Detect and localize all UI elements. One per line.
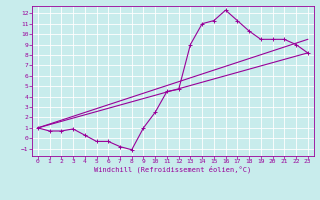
X-axis label: Windchill (Refroidissement éolien,°C): Windchill (Refroidissement éolien,°C) bbox=[94, 166, 252, 173]
